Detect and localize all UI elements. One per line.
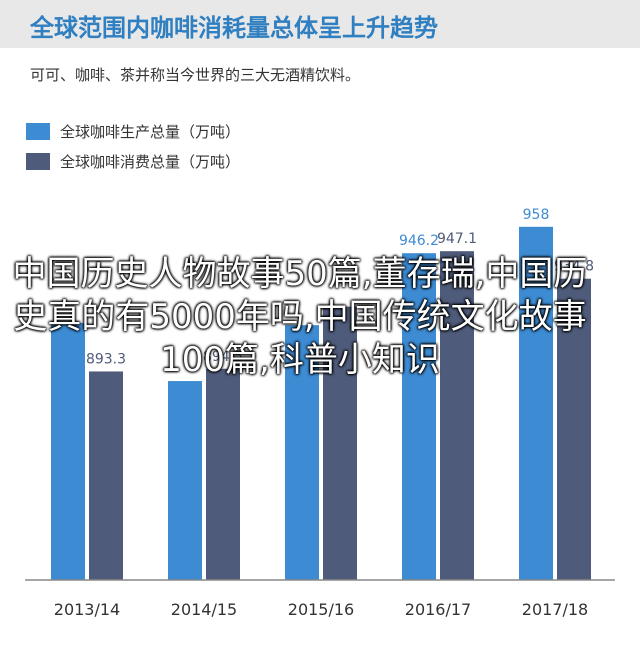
title-bar: 全球范围内咖啡消耗量总体呈上升趋势 [0, 0, 640, 48]
overlay-caption: 中国历史人物故事50篇,董存瑞,中国历史真的有5000年吗,中国传统文化故事10… [12, 254, 588, 380]
data-label-consumption-2013-14: 893.3 [86, 351, 126, 367]
data-label-production-2016-17: 946.2 [399, 233, 439, 249]
x-tick-label-2017-18: 2017/18 [522, 600, 588, 619]
data-label-production-2017-18: 958 [523, 207, 550, 223]
bar-production-2016-17 [402, 253, 436, 580]
bar-consumption-2013-14 [89, 371, 123, 580]
bar-production-2015-16 [285, 325, 319, 580]
data-label-consumption-2014-15: 894.5 [203, 349, 243, 365]
x-tick-label-2013-14: 2013/14 [54, 600, 120, 619]
legend-label-consumption: 全球咖啡消费总量（万吨） [60, 153, 241, 171]
bar-consumption-2017-18 [557, 278, 591, 580]
bar-consumption-2014-15 [206, 368, 240, 580]
data-label-consumption-2016-17: 947.1 [437, 231, 477, 247]
bar-production-2013-14 [51, 322, 85, 580]
bar-production-2014-15 [168, 381, 202, 580]
x-tick-label-2015-16: 2015/16 [288, 600, 354, 619]
x-tick-label-2016-17: 2016/17 [405, 600, 471, 619]
legend-swatch-consumption [26, 153, 50, 170]
x-tick-label-2014-15: 2014/15 [171, 600, 237, 619]
legend-label-production: 全球咖啡生产总量（万吨） [60, 123, 241, 141]
bar-production-2017-18 [519, 226, 553, 580]
chart-subtitle: 可可、咖啡、茶并称当今世界的三大无酒精饮料。 [30, 66, 361, 84]
bar-consumption-2015-16 [323, 306, 357, 580]
chart-title: 全球范围内咖啡消耗量总体呈上升趋势 [30, 14, 438, 42]
legend-swatch-production [26, 123, 50, 140]
data-label-consumption-2017-18: 934.8 [554, 259, 594, 275]
bar-consumption-2016-17 [440, 251, 474, 580]
